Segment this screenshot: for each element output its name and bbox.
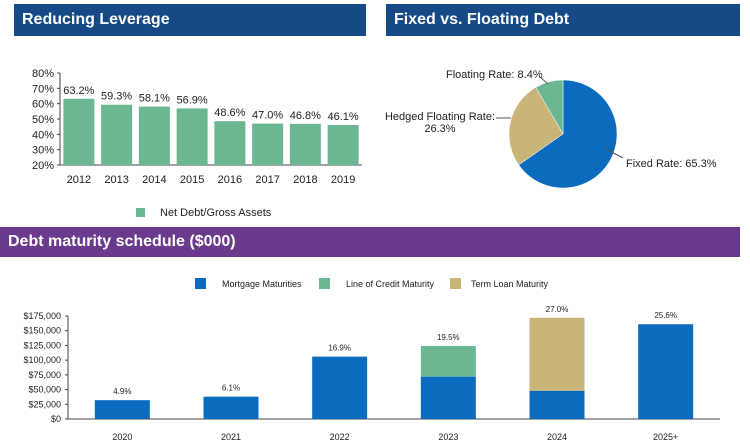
leverage-panel-title: Reducing Leverage: [14, 4, 366, 36]
maturity-panel-title: Debt maturity schedule ($000): [0, 227, 740, 257]
maturity-y-tick-label: $100,000: [23, 355, 61, 365]
maturity-x-tick-label: 2025+: [653, 432, 678, 442]
pie-slice: [535, 79, 564, 135]
maturity-y-tick-label: $175,000: [23, 311, 61, 321]
leverage-data-label: 48.6%: [214, 107, 245, 119]
leverage-y-tick-label: 80%: [32, 68, 54, 80]
leverage-data-label: 46.1%: [328, 111, 359, 123]
maturity-legend-swatch: [319, 278, 330, 289]
leverage-data-label: 59.3%: [101, 91, 132, 103]
maturity-x-tick-label: 2023: [438, 432, 458, 442]
maturity-bar-segment: [420, 376, 476, 419]
maturity-bar-segment: [94, 400, 150, 419]
maturity-y-tick-label: $25,000: [28, 399, 61, 409]
leverage-y-tick-label: 20%: [32, 160, 54, 172]
maturity-bar-segment: [638, 324, 694, 419]
leverage-bar: [176, 108, 208, 165]
maturity-total-label: 4.9%: [113, 387, 131, 396]
pie-leader-floating: [539, 76, 549, 85]
leverage-x-tick-label: 2013: [104, 174, 128, 186]
maturity-y-tick-label: $150,000: [23, 326, 61, 336]
maturity-y-tick-label: $50,000: [28, 385, 61, 395]
pie-leader-fixed: [603, 147, 624, 159]
leverage-bar: [327, 124, 359, 165]
pie-slice: [508, 87, 564, 166]
pie-label-hedged-line1: Hedged Floating Rate:: [385, 111, 495, 123]
leverage-legend-swatch: [136, 208, 145, 217]
leverage-legend-label: Net Debt/Gross Assets: [160, 207, 272, 219]
leverage-data-label: 58.1%: [139, 93, 170, 105]
maturity-x-tick-label: 2021: [221, 432, 241, 442]
leverage-x-tick-label: 2012: [67, 174, 91, 186]
maturity-legend-label: Line of Credit Maturity: [346, 279, 435, 289]
leverage-x-tick-label: 2017: [255, 174, 279, 186]
leverage-data-label: 63.2%: [63, 85, 94, 97]
pie-label-hedged-line2: 26.3%: [424, 123, 455, 135]
leverage-x-tick-label: 2016: [218, 174, 242, 186]
maturity-total-label: 6.1%: [222, 384, 240, 393]
maturity-y-tick-label: $75,000: [28, 370, 61, 380]
maturity-total-label: 16.9%: [328, 344, 351, 353]
maturity-y-tick-label: $0: [51, 414, 61, 424]
leverage-x-tick-label: 2019: [331, 174, 355, 186]
maturity-bar-segment: [203, 396, 259, 419]
pie-slice: [518, 79, 618, 189]
debt-type-panel-title: Fixed vs. Floating Debt: [386, 4, 740, 36]
maturity-total-label: 25.6%: [654, 311, 677, 320]
maturity-x-tick-label: 2020: [112, 432, 132, 442]
leverage-bar: [252, 123, 284, 165]
leverage-bar: [101, 104, 133, 165]
maturity-bar-segment: [529, 317, 585, 391]
maturity-x-tick-label: 2022: [330, 432, 350, 442]
leverage-data-label: 46.8%: [290, 110, 321, 122]
leverage-y-tick-label: 40%: [32, 129, 54, 141]
leverage-y-tick-label: 50%: [32, 114, 54, 126]
maturity-legend-label: Mortgage Maturities: [222, 279, 302, 289]
leverage-data-label: 47.0%: [252, 110, 283, 122]
leverage-bar: [63, 98, 95, 165]
leverage-data-label: 56.9%: [177, 94, 208, 106]
maturity-total-label: 19.5%: [437, 333, 460, 342]
leverage-bar: [214, 121, 246, 165]
pie-label-floating: Floating Rate: 8.4%: [446, 69, 543, 81]
maturity-legend-label: Term Loan Maturity: [471, 279, 549, 289]
leverage-x-tick-label: 2015: [180, 174, 204, 186]
leverage-x-tick-label: 2014: [142, 174, 166, 186]
maturity-bar-segment: [420, 346, 476, 377]
leverage-y-tick-label: 60%: [32, 99, 54, 111]
leverage-bar: [289, 123, 321, 165]
leverage-y-tick-label: 70%: [32, 83, 54, 95]
leverage-bar: [138, 106, 170, 165]
maturity-x-tick-label: 2024: [547, 432, 567, 442]
maturity-y-tick-label: $125,000: [23, 340, 61, 350]
leverage-x-tick-label: 2018: [293, 174, 317, 186]
pie-label-fixed: Fixed Rate: 65.3%: [626, 158, 717, 170]
maturity-bar-segment: [312, 356, 368, 419]
maturity-legend-swatch: [195, 278, 206, 289]
leverage-y-tick-label: 30%: [32, 145, 54, 157]
maturity-legend-swatch: [450, 278, 461, 289]
maturity-bar-segment: [529, 390, 585, 419]
maturity-total-label: 27.0%: [546, 305, 569, 314]
